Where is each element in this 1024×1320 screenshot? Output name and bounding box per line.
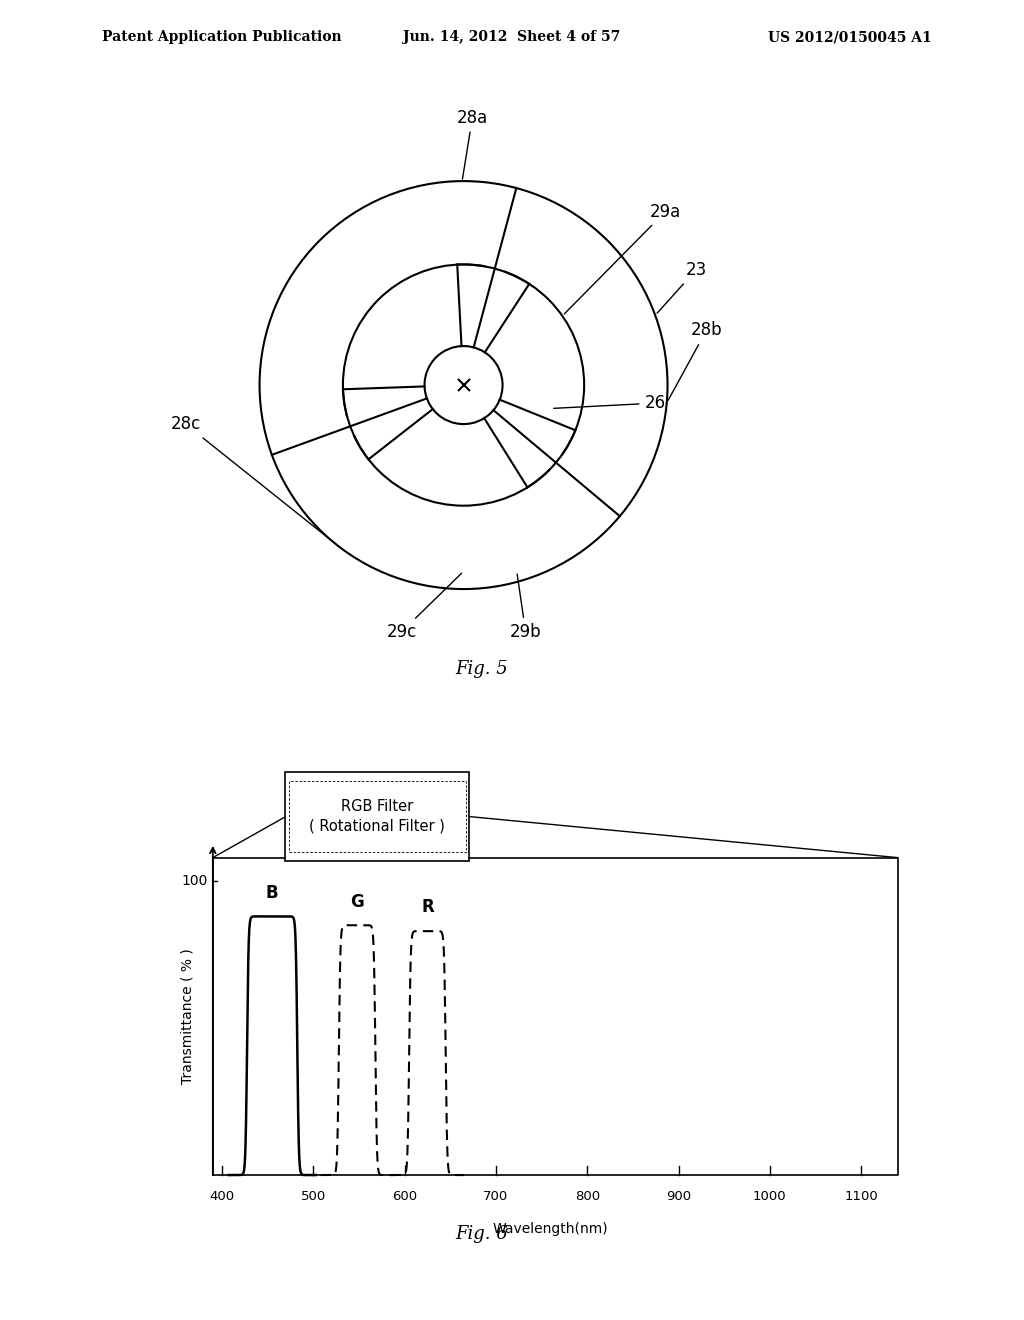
Text: 29b: 29b	[510, 574, 542, 642]
Text: 1000: 1000	[753, 1189, 786, 1203]
Text: R: R	[421, 899, 434, 916]
Text: 800: 800	[574, 1189, 600, 1203]
Text: 400: 400	[209, 1189, 234, 1203]
Text: B: B	[266, 883, 279, 902]
Text: Fig. 6: Fig. 6	[455, 1225, 508, 1243]
Text: 700: 700	[483, 1189, 509, 1203]
Text: Wavelength(nm): Wavelength(nm)	[493, 1222, 608, 1236]
Text: Transmittance ( % ): Transmittance ( % )	[180, 949, 195, 1084]
Text: 600: 600	[392, 1189, 417, 1203]
Text: 28c: 28c	[171, 416, 331, 540]
Text: 26: 26	[554, 395, 666, 412]
Text: RGB Filter
( Rotational Filter ): RGB Filter ( Rotational Filter )	[309, 799, 445, 834]
Text: 29a: 29a	[564, 202, 681, 314]
Text: US 2012/0150045 A1: US 2012/0150045 A1	[768, 30, 932, 45]
Text: 28a: 28a	[457, 108, 488, 180]
Text: 900: 900	[666, 1189, 691, 1203]
Text: 1100: 1100	[844, 1189, 878, 1203]
Text: 500: 500	[301, 1189, 326, 1203]
Text: Fig. 5: Fig. 5	[455, 660, 508, 678]
FancyBboxPatch shape	[285, 772, 469, 861]
Text: G: G	[350, 892, 364, 911]
Text: 28b: 28b	[668, 321, 722, 400]
Text: 100: 100	[182, 874, 208, 888]
Text: Patent Application Publication: Patent Application Publication	[102, 30, 342, 45]
Text: 23: 23	[657, 261, 707, 313]
Text: 29c: 29c	[386, 573, 462, 642]
Text: Jun. 14, 2012  Sheet 4 of 57: Jun. 14, 2012 Sheet 4 of 57	[403, 30, 621, 45]
